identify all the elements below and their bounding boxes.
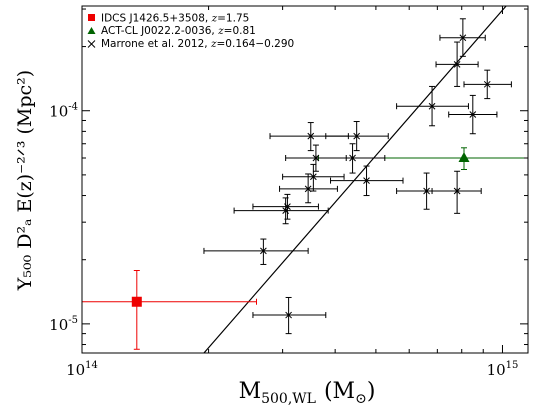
data-point: [448, 94, 498, 135]
legend-eq-marrone: =: [216, 38, 225, 50]
legend: IDCS J1426.5+3508, z=1.75 ACT-CL J0022.2…: [87, 13, 294, 50]
triangle-marker: [458, 152, 470, 163]
data-point: [315, 143, 386, 174]
cross-marker-stroke: [285, 311, 292, 319]
cross-marker-stroke: [307, 132, 315, 140]
x-tick-label: 1014: [66, 360, 98, 379]
legend-label-act-name: ACT-CL J0022.2-0036,: [101, 25, 215, 37]
cross-marker-stroke: [349, 154, 356, 162]
x-tick-exponent: 15: [506, 360, 519, 371]
cross-marker-stroke: [260, 247, 267, 255]
data-point: [82, 269, 257, 350]
data-point: [252, 296, 327, 335]
cross-marker-stroke: [428, 102, 436, 110]
legend-label-marrone: Marrone et al. 2012, z=0.164−0.290: [101, 38, 294, 50]
cross-marker-stroke: [353, 132, 361, 140]
cross-marker-stroke: [304, 185, 312, 193]
cross-marker-stroke: [310, 173, 317, 181]
legend-label-idcs-name: IDCS J1426.5+3508,: [101, 13, 208, 25]
y-tick-label: 10-4: [49, 102, 78, 121]
legend-redshift-idcs: 1.75: [226, 13, 249, 25]
data-point: [396, 85, 469, 127]
x-tick-exponent: 14: [85, 360, 98, 371]
cross-marker-stroke: [363, 177, 370, 184]
legend-marker-idcs: [88, 14, 95, 21]
x-axis-label-close: ): [367, 379, 376, 404]
y-tick-exponent: -5: [68, 315, 78, 326]
square-marker: [131, 296, 142, 307]
data-point: [252, 193, 319, 220]
legend-z-act: z: [217, 25, 224, 37]
x-tick-base: 10: [66, 361, 85, 379]
cross-marker-stroke: [459, 34, 467, 42]
cross-marker-stroke: [423, 187, 430, 195]
legend-marker-act: [87, 27, 96, 34]
legend-eq-act: =: [224, 25, 233, 37]
cross-marker-stroke: [483, 80, 491, 88]
data-point: [203, 238, 309, 265]
y-tick-exponent: -4: [68, 102, 78, 113]
x-tick-base: 10: [487, 361, 506, 379]
data-point: [317, 147, 528, 170]
data-layer: [82, 6, 528, 353]
legend-label-idcs: IDCS J1426.5+3508, z=1.75: [101, 13, 249, 25]
y-axis-label: Y₅₀₀ D²ₐ E(z)⁻²ᐟ³ (Mpc²): [14, 70, 36, 291]
x-tick-label: 1015: [487, 360, 519, 379]
data-point: [282, 163, 345, 192]
x-axis-label-unit: (M: [324, 379, 355, 404]
y-tick-base: 10: [49, 103, 68, 121]
data-point: [233, 197, 329, 225]
best-fit-line: [203, 6, 507, 353]
legend-z-idcs: z: [211, 13, 218, 25]
cross-marker-stroke: [469, 111, 477, 118]
data-point: [435, 41, 479, 87]
x-axis-label-main: M: [239, 379, 262, 404]
axes-frame: [81, 5, 529, 354]
legend-label-act: ACT-CL J0022.2-0036, z=0.81: [101, 25, 256, 37]
legend-redshift-marrone: 0.164−0.290: [225, 38, 294, 50]
y-tick-label: 10-5: [49, 315, 78, 334]
x-axis-label-subscript: 500,WL: [261, 391, 316, 407]
legend-marker-marrone: [87, 40, 96, 48]
cross-marker-stroke: [453, 61, 461, 68]
data-point: [325, 121, 389, 152]
x-axis-label: M500,WL (M⊙): [239, 379, 376, 407]
legend-z-marrone: z: [210, 38, 217, 50]
legend-label-marrone-name: Marrone et al. 2012,: [101, 38, 208, 50]
data-point: [463, 69, 512, 100]
data-point: [439, 18, 486, 57]
y-tick-base: 10: [49, 316, 68, 334]
data-point: [330, 165, 404, 197]
data-point: [279, 173, 338, 204]
legend-redshift-act: 0.81: [232, 25, 255, 37]
cross-marker-stroke: [453, 187, 461, 195]
legend-eq-idcs: =: [217, 13, 226, 25]
data-point: [431, 170, 482, 214]
x-axis-label-sun-symbol: ⊙: [355, 391, 367, 407]
cross-marker-stroke: [284, 203, 291, 210]
